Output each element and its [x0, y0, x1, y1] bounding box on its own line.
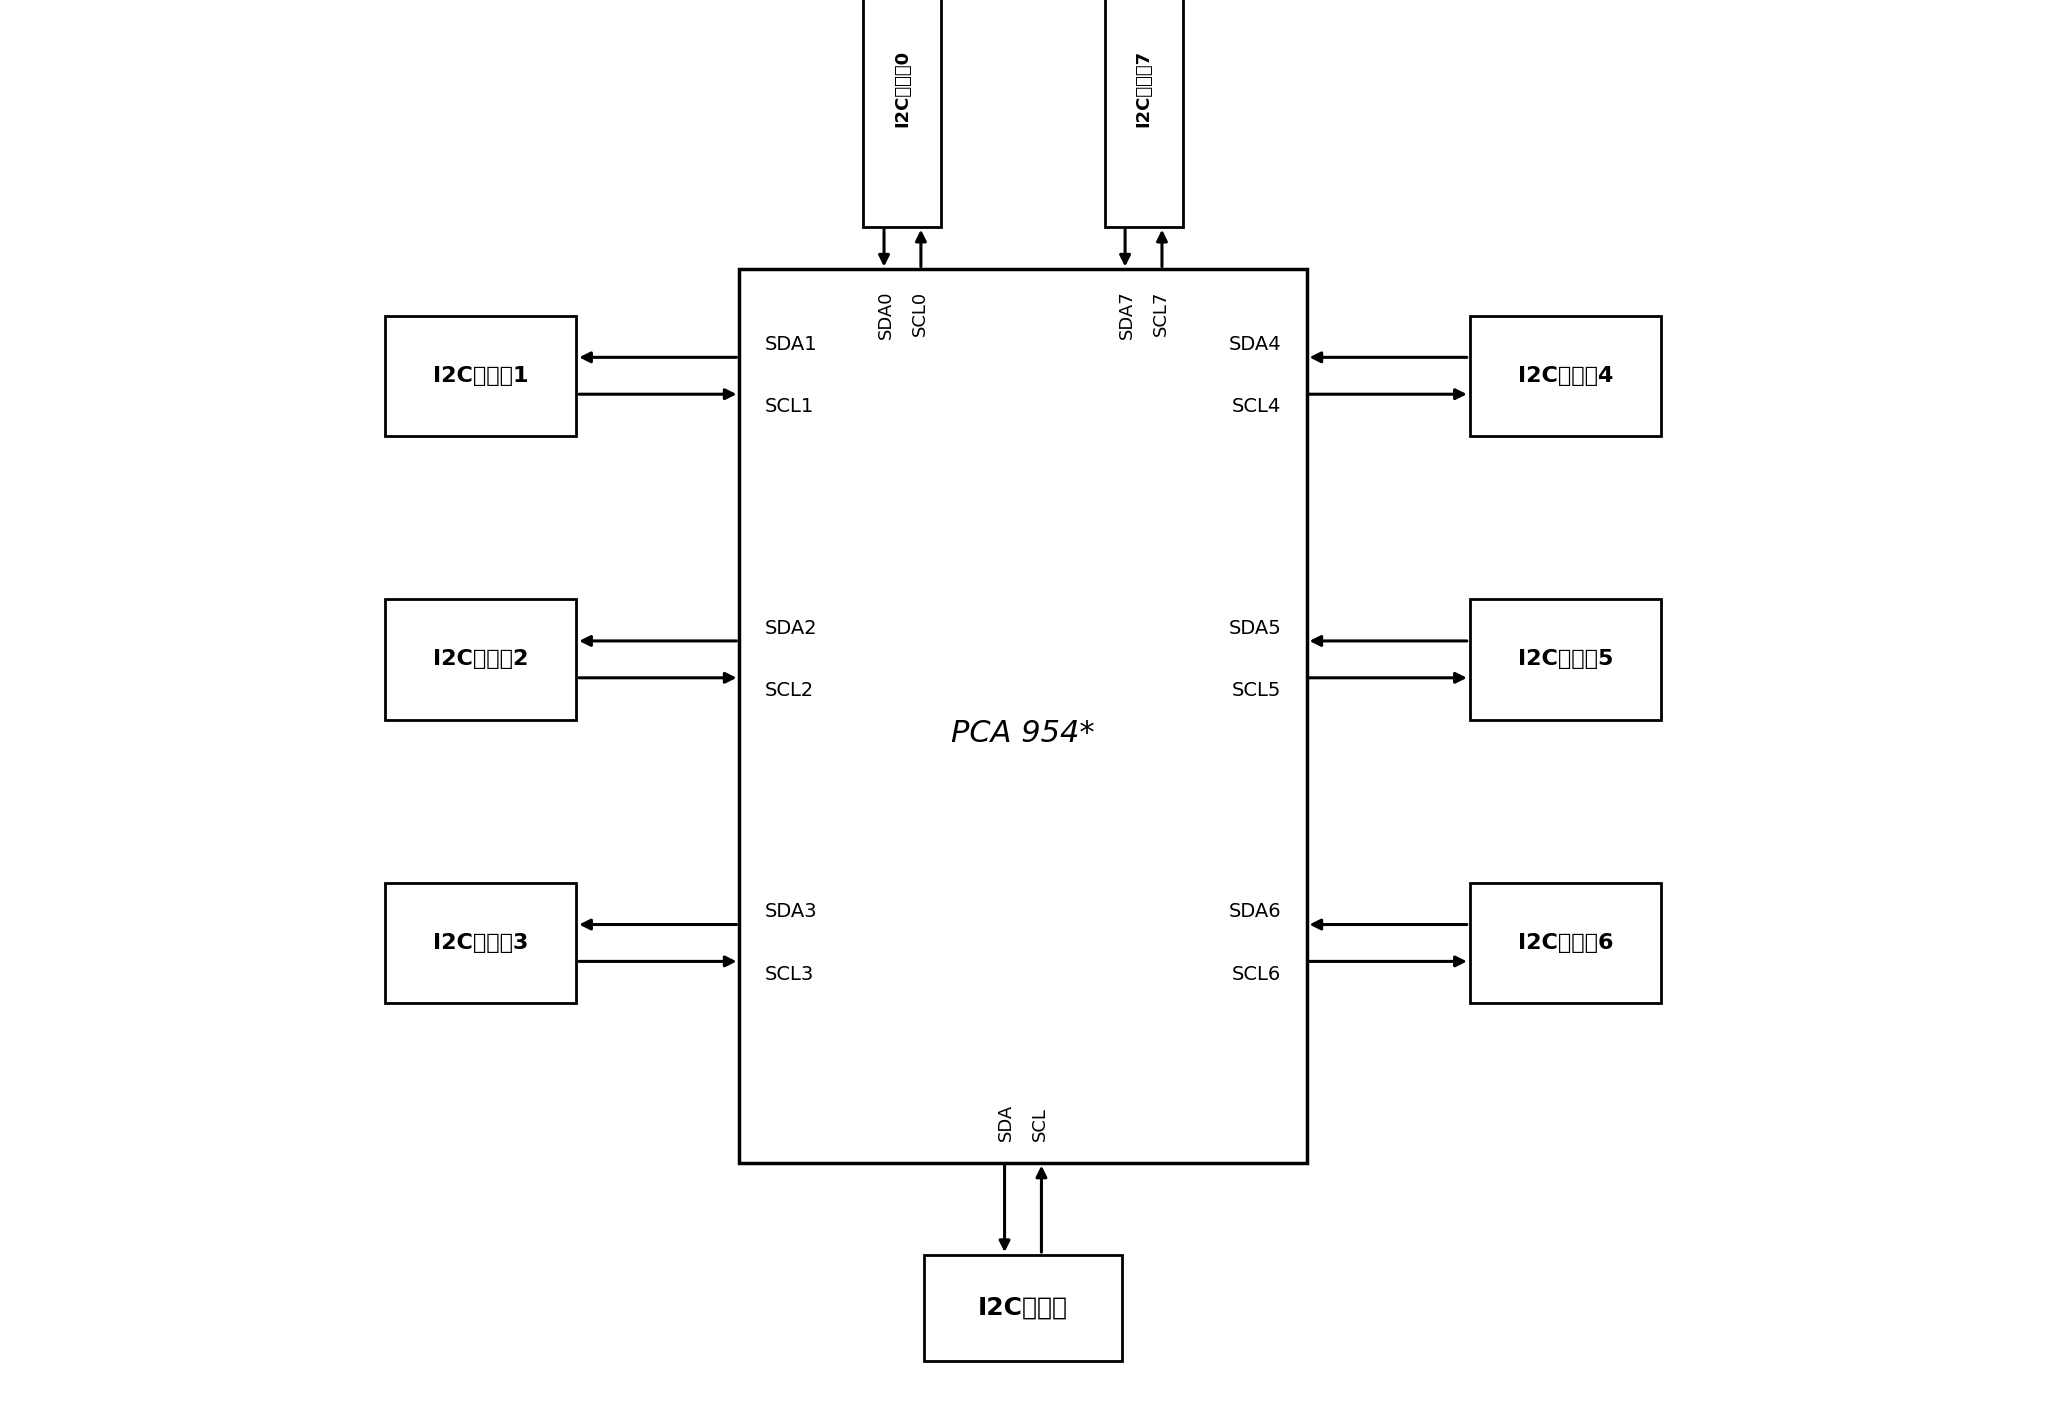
Text: I2C从器件7: I2C从器件7: [1136, 50, 1152, 128]
Text: SCL1: SCL1: [765, 397, 814, 417]
Text: PCA 954*: PCA 954*: [951, 719, 1095, 749]
Text: SCL6: SCL6: [1232, 964, 1281, 984]
Text: I2C从器件2: I2C从器件2: [434, 649, 528, 669]
Text: SDA5: SDA5: [1228, 618, 1281, 638]
Text: SDA1: SDA1: [765, 335, 818, 354]
Text: SCL7: SCL7: [1152, 291, 1170, 336]
Text: SCL0: SCL0: [910, 291, 929, 336]
Text: SCL4: SCL4: [1232, 397, 1281, 417]
Text: SCL5: SCL5: [1232, 681, 1281, 700]
Text: SDA: SDA: [996, 1105, 1015, 1141]
Text: SCL3: SCL3: [765, 964, 814, 984]
Bar: [863, 0, 941, 227]
Text: I2C从器件0: I2C从器件0: [894, 50, 910, 128]
Text: SDA4: SDA4: [1228, 335, 1281, 354]
Text: I2C从器件1: I2C从器件1: [434, 366, 528, 386]
Text: SCL: SCL: [1031, 1107, 1050, 1141]
Bar: [1469, 316, 1661, 437]
Bar: [1105, 0, 1183, 227]
Text: I2C从器件5: I2C从器件5: [1518, 649, 1612, 669]
Bar: [923, 1255, 1123, 1361]
Bar: [385, 882, 577, 1004]
Text: SDA2: SDA2: [765, 618, 818, 638]
Text: I2C从器件4: I2C从器件4: [1518, 366, 1612, 386]
Text: I2C从器件6: I2C从器件6: [1518, 933, 1612, 953]
Text: SDA7: SDA7: [1117, 291, 1136, 339]
Bar: [385, 316, 577, 437]
Text: I2C主器件: I2C主器件: [978, 1296, 1068, 1320]
Bar: [739, 269, 1307, 1163]
Text: SCL2: SCL2: [765, 681, 814, 700]
Text: SDA3: SDA3: [765, 902, 818, 922]
Text: SDA0: SDA0: [876, 291, 894, 339]
Bar: [385, 598, 577, 719]
Bar: [1469, 598, 1661, 719]
Text: SDA6: SDA6: [1228, 902, 1281, 922]
Text: I2C从器件3: I2C从器件3: [434, 933, 528, 953]
Bar: [1469, 882, 1661, 1004]
